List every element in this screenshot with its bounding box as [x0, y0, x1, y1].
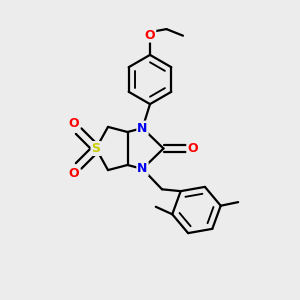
Text: N: N: [137, 122, 148, 135]
Text: S: S: [92, 142, 100, 155]
Text: O: O: [145, 28, 155, 42]
Text: O: O: [69, 117, 80, 130]
Text: O: O: [69, 167, 80, 180]
Text: N: N: [137, 162, 148, 176]
Text: O: O: [187, 142, 198, 155]
